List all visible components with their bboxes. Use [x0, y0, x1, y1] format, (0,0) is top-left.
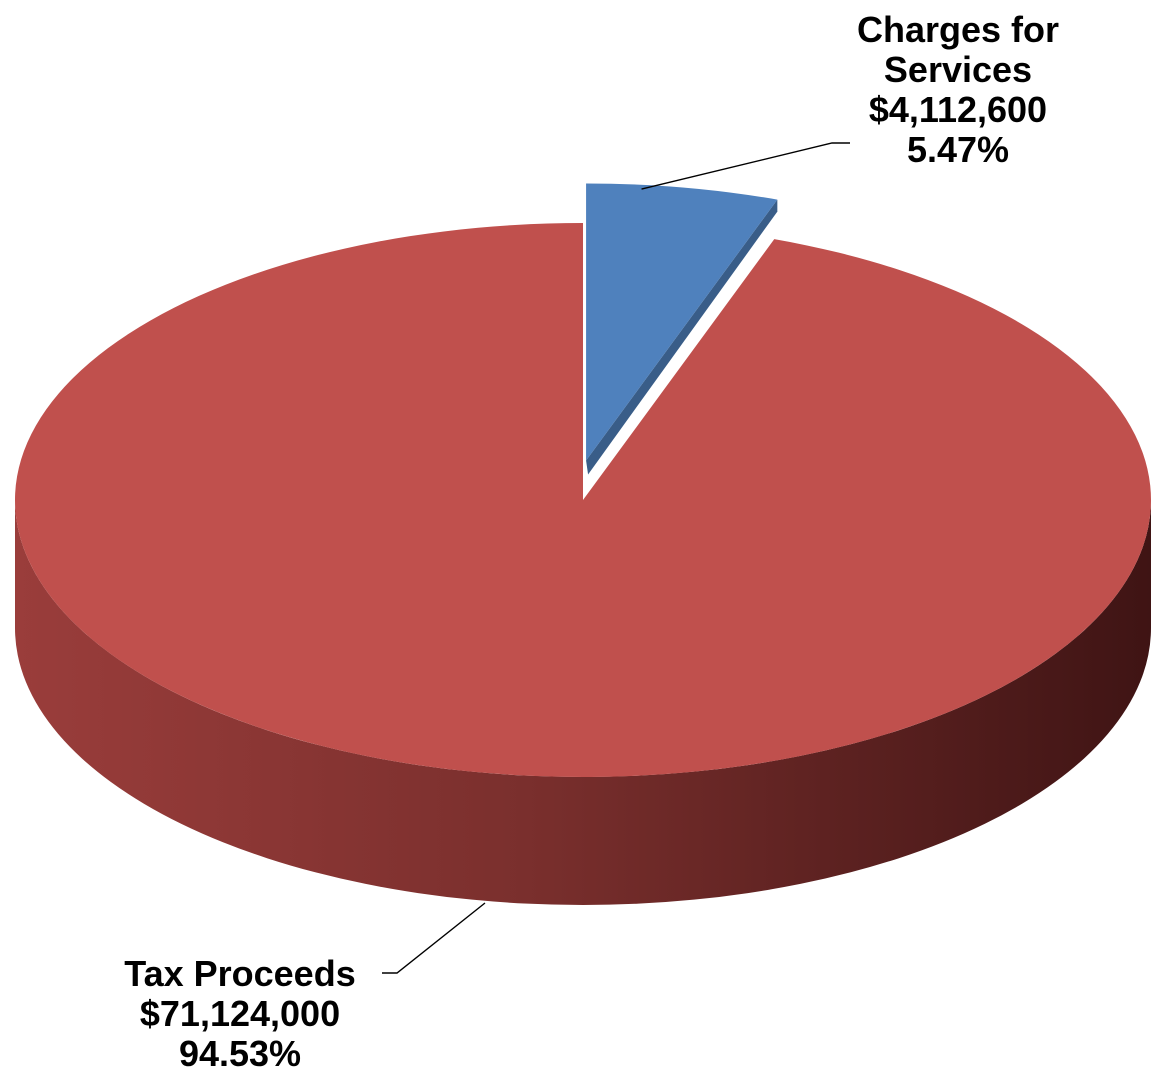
- slice-name-line-2: Services: [883, 49, 1033, 90]
- leader-line-charges-for-services: [641, 142, 850, 190]
- slice-percent-label: 5.47%: [906, 129, 1010, 170]
- pie-slice-side-tax-proceeds: [15, 500, 1151, 905]
- slice-label-tax-proceeds: Tax Proceeds $71,124,000 94.53%: [70, 954, 410, 1074]
- slice-label-charges-for-services: Charges for Services $4,112,600 5.47%: [818, 10, 1098, 170]
- slice-value-label: $71,124,000: [139, 993, 341, 1034]
- slice-name-line-1: Charges for: [856, 9, 1060, 50]
- slice-value-label: $4,112,600: [868, 89, 1048, 130]
- pie-slice-side-charges-for-services: [586, 199, 778, 475]
- leader-line-tax-proceeds: [382, 902, 486, 974]
- pie-slice-charges-for-services: [586, 183, 778, 461]
- slice-name-line-1: Tax Proceeds: [124, 953, 356, 994]
- pie-slice-tax-proceeds: [14, 222, 1151, 777]
- slice-percent-label: 94.53%: [178, 1033, 302, 1074]
